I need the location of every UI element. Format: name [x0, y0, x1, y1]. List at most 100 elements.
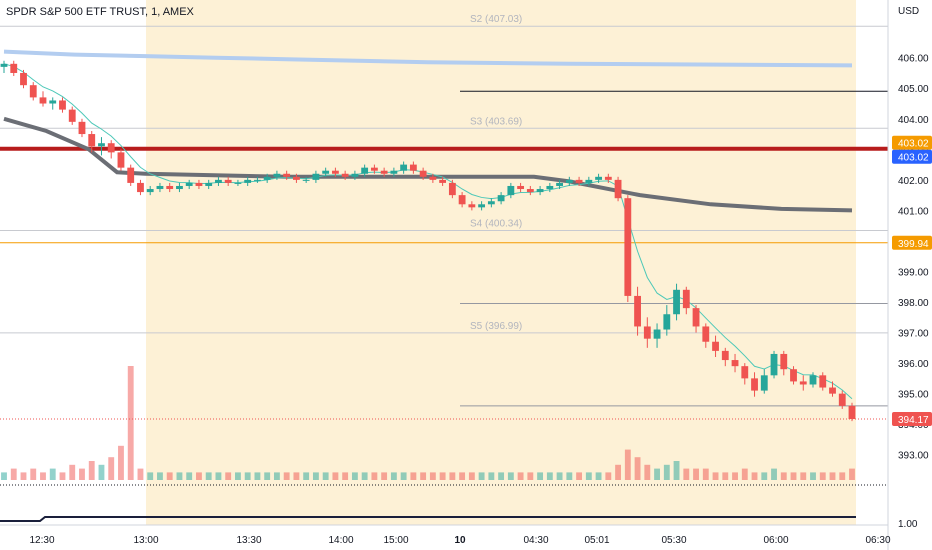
candle-body	[458, 195, 466, 205]
time-tick-label: 15:00	[383, 535, 408, 546]
candle-body	[478, 204, 486, 208]
volume-bar	[644, 464, 651, 480]
volume-bar	[283, 472, 290, 480]
candle	[663, 305, 671, 336]
orange-price-badge-bg	[892, 135, 932, 150]
candle-body	[20, 72, 27, 86]
time-tick-label: 04:30	[523, 535, 548, 546]
volume-bar	[663, 464, 670, 480]
volume-bar	[273, 472, 280, 480]
candle-body	[848, 405, 856, 419]
candle-body	[760, 375, 768, 391]
volume-bar	[693, 468, 699, 480]
candle	[205, 179, 213, 190]
candle-body	[429, 176, 437, 180]
time-tick-label: 06:00	[763, 535, 788, 546]
time-tick-label: 10	[454, 535, 466, 546]
time-tick-label: 13:30	[236, 535, 261, 546]
candle	[293, 173, 300, 183]
price-tick-label: 396.00	[898, 359, 929, 370]
volume-bar	[507, 472, 514, 480]
volume-bar	[722, 472, 729, 480]
indicator-axis-label: 1.00	[898, 519, 918, 530]
candle	[712, 335, 719, 357]
candle-body	[234, 182, 242, 184]
candle	[604, 173, 612, 183]
candle-body	[702, 326, 710, 342]
volume-bar	[244, 472, 251, 480]
candle-body	[351, 173, 359, 177]
volume-bar	[780, 472, 787, 480]
candle	[234, 179, 242, 186]
candle-body	[624, 198, 632, 296]
candle	[468, 201, 476, 211]
candle-body	[322, 170, 330, 174]
price-tick-label: 393.00	[898, 451, 929, 462]
candle-body	[643, 326, 651, 339]
volume-bar	[127, 366, 134, 480]
candle-body	[244, 179, 252, 183]
candle-body	[497, 195, 505, 202]
volume-bar	[556, 472, 563, 480]
price-tick-label: 406.00	[898, 54, 929, 65]
candle	[487, 198, 495, 208]
ema-line	[3, 63, 853, 400]
candle-body	[409, 164, 417, 171]
candle	[565, 176, 573, 186]
candle	[117, 149, 125, 171]
volume-bar	[527, 472, 534, 480]
candle	[351, 170, 359, 180]
volume-bar	[322, 472, 329, 480]
candle	[107, 140, 115, 159]
orange-price-badge: 403.02	[892, 135, 932, 150]
candle	[692, 305, 700, 333]
volume-bar	[186, 472, 193, 480]
candle-body	[575, 179, 583, 183]
candle	[439, 176, 447, 186]
ma-gray-line	[3, 116, 853, 213]
volume-bar	[800, 472, 807, 480]
candle	[624, 195, 632, 303]
volume-bar	[342, 472, 349, 480]
candle	[88, 131, 96, 153]
candle	[273, 170, 281, 180]
price-tick-label: 404.00	[898, 115, 929, 126]
volume-bar	[351, 472, 358, 480]
volume-bar	[293, 472, 300, 480]
candle	[322, 167, 330, 177]
indicator-line	[0, 516, 856, 522]
candle	[546, 182, 554, 193]
volume-bar	[410, 472, 417, 480]
candle-body	[98, 143, 105, 147]
volume-bar	[595, 472, 602, 480]
candle-body	[653, 329, 661, 339]
volume-bar	[1, 472, 7, 480]
candle	[536, 185, 544, 196]
candle	[585, 176, 593, 186]
candle-body	[595, 176, 602, 180]
candle-body	[312, 173, 320, 180]
volume-bar	[459, 472, 466, 480]
candle-body	[546, 185, 554, 190]
volume-bar	[517, 472, 524, 480]
volume-bar	[605, 472, 612, 480]
candle	[556, 179, 563, 190]
candle-body	[790, 369, 797, 382]
volume-bar	[654, 468, 660, 480]
candle-body	[526, 189, 534, 193]
candle	[829, 381, 836, 397]
candle-body	[176, 185, 183, 190]
candle	[682, 286, 690, 315]
candle-body	[663, 314, 671, 330]
candle	[302, 176, 310, 183]
candle-body	[692, 308, 700, 327]
candle-body	[117, 152, 125, 168]
candle-body	[88, 134, 96, 147]
candle	[809, 372, 817, 388]
candle-body	[809, 375, 817, 385]
volume-bar	[215, 472, 222, 480]
candle-body	[59, 100, 66, 110]
volume-bar	[40, 472, 46, 480]
